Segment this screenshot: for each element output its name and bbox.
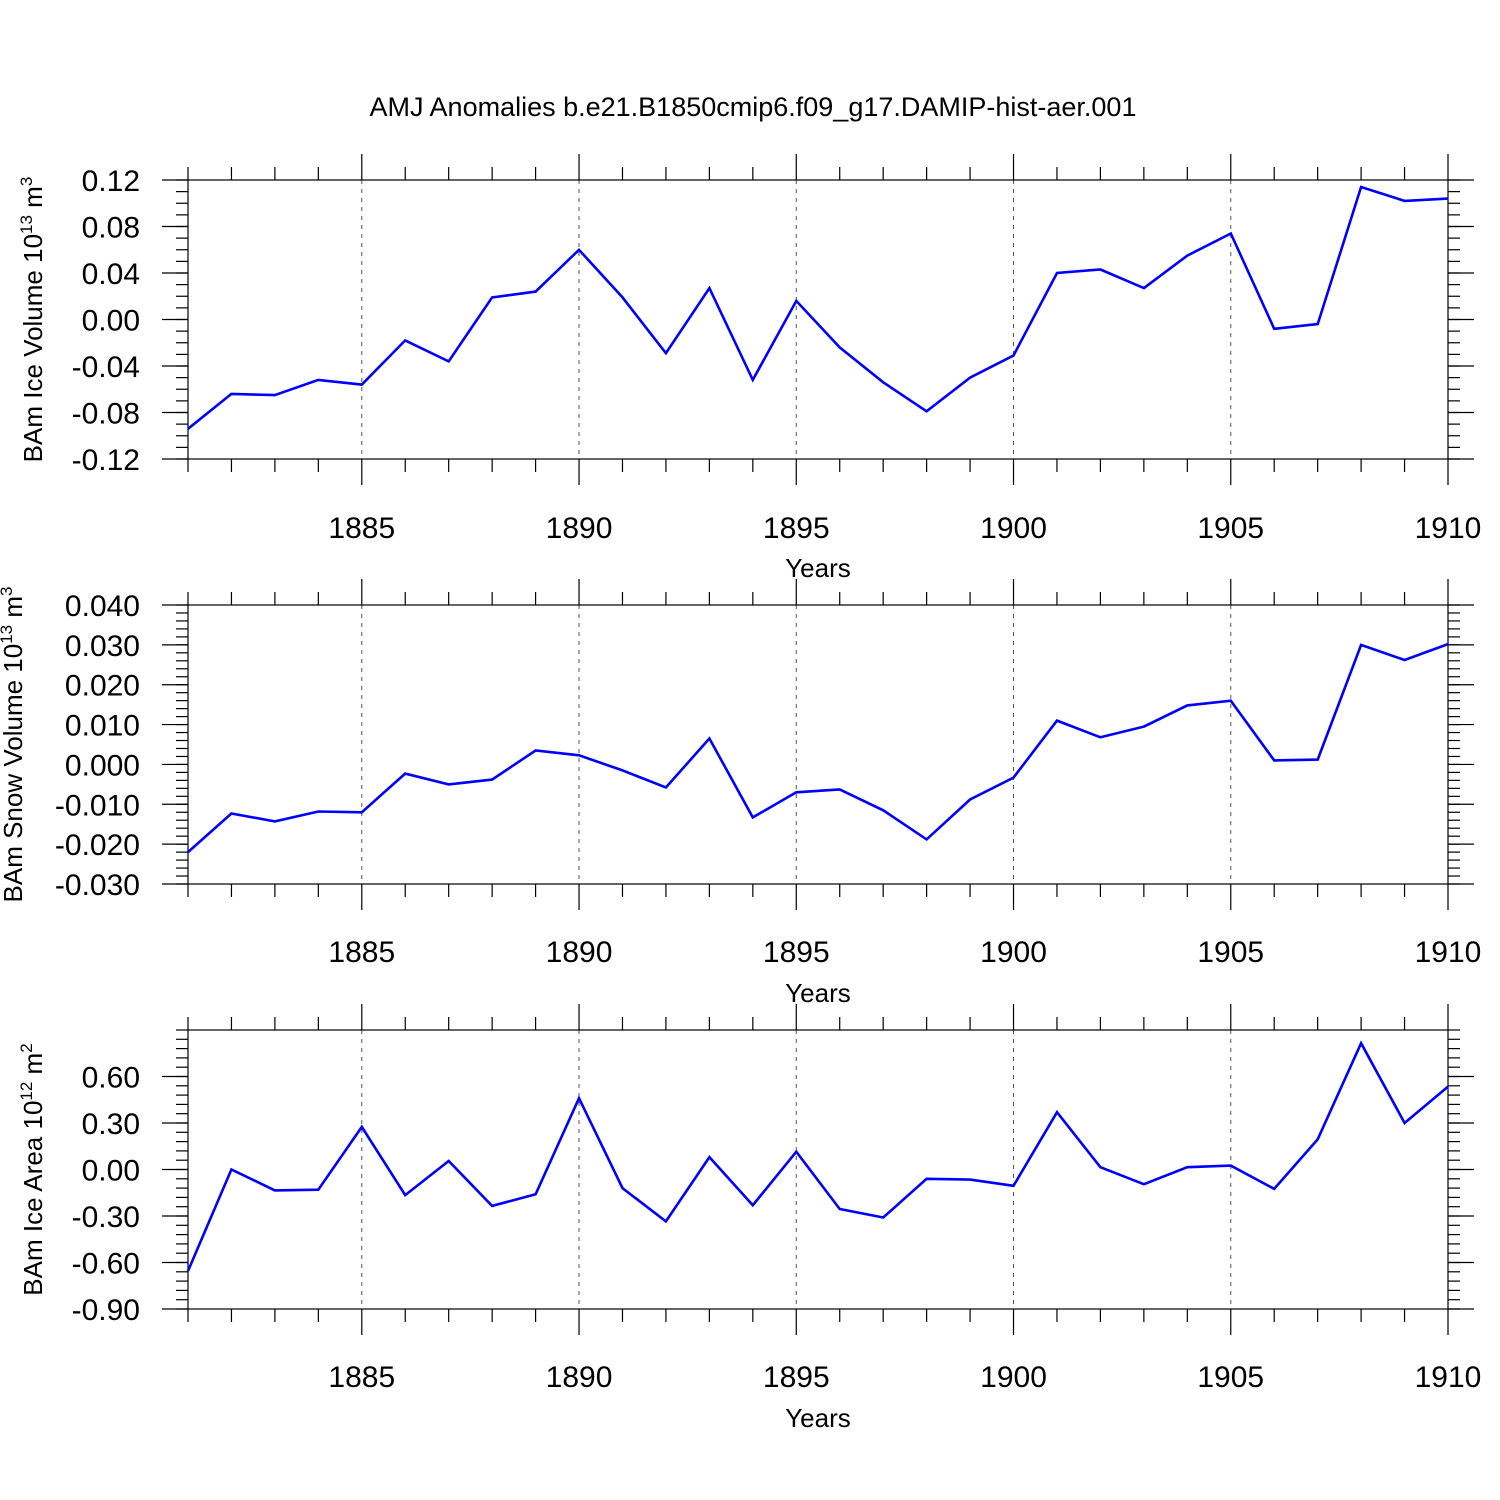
y-tick-label: -0.030 (55, 869, 140, 902)
y-tick-label: -0.60 (72, 1248, 140, 1281)
y-tick-label: -0.010 (55, 789, 140, 822)
x-tick-label: 1895 (763, 1361, 830, 1394)
panel-1: -0.12 -0.08 -0.04 0.00 0.04 0.08 0.12 1885 1890 1… (17, 154, 1481, 583)
series-line (186, 1040, 1449, 1272)
y-tick-label: -0.12 (72, 444, 140, 477)
x-tick-label: 1900 (980, 936, 1047, 969)
y-tick-label: -0.08 (72, 398, 140, 431)
y-tick-label: 0.00 (82, 305, 140, 338)
y-tick-label: 0.04 (82, 258, 140, 291)
x-tick-label: 1895 (763, 512, 830, 545)
x-axis-label: Years (785, 1403, 851, 1433)
x-tick-label: 1905 (1197, 936, 1264, 969)
x-tick-label: 1905 (1197, 512, 1264, 545)
x-tick-label: 1890 (546, 1361, 613, 1394)
panel-3: -0.90 -0.60 -0.30 0.00 0.30 0.60 1885 1890 1895 1… (17, 1004, 1481, 1433)
x-tick-label: 1890 (546, 512, 613, 545)
plot-frame (187, 179, 1449, 460)
y-tick-label: 0.000 (65, 749, 140, 782)
series-line (187, 642, 1449, 854)
y-tick-label: 0.08 (82, 212, 140, 245)
x-tick-label: 1910 (1415, 512, 1482, 545)
y-tick-label: -0.020 (55, 829, 140, 862)
x-tick-label: 1895 (763, 936, 830, 969)
x-axis-label: Years (785, 553, 851, 583)
y-tick-label: 0.00 (82, 1155, 140, 1188)
plot-frame (187, 1029, 1449, 1310)
y-tick-label: -0.30 (72, 1201, 140, 1234)
y-tick-label: 0.12 (82, 165, 140, 198)
x-tick-label: 1910 (1415, 1361, 1482, 1394)
y-axis-label: BAm Ice Volume 1013 m3 (17, 177, 48, 463)
x-tick-label: 1885 (328, 936, 395, 969)
panel-2: -0.030 -0.020 -0.010 0.000 0.010 0.020 0.030 0.… (0, 579, 1481, 1008)
y-tick-label: 0.30 (82, 1108, 140, 1141)
x-tick-label: 1885 (328, 1361, 395, 1394)
x-tick-label: 1900 (980, 512, 1047, 545)
y-tick-label: 0.020 (65, 670, 140, 703)
y-tick-label: -0.04 (72, 351, 140, 384)
x-tick-label: 1905 (1197, 1361, 1264, 1394)
y-axis-label: BAm Ice Area 1012 m2 (17, 1043, 48, 1295)
y-tick-label: 0.030 (65, 630, 140, 663)
x-tick-label: 1890 (546, 936, 613, 969)
x-tick-label: 1900 (980, 1361, 1047, 1394)
y-tick-label: 0.60 (82, 1062, 140, 1095)
y-tick-label: -0.90 (72, 1294, 140, 1327)
x-tick-label: 1885 (328, 512, 395, 545)
y-tick-label: 0.010 (65, 710, 140, 743)
plot-frame (187, 604, 1449, 885)
x-tick-label: 1910 (1415, 936, 1482, 969)
series-line (187, 185, 1449, 430)
chart-title: AMJ Anomalies b.e21.B1850cmip6.f09_g17.D… (370, 92, 1137, 122)
x-axis-label: Years (785, 978, 851, 1008)
y-tick-label: 0.040 (65, 590, 140, 623)
y-axis-label: BAm Snow Volume 1013 m3 (0, 587, 28, 903)
